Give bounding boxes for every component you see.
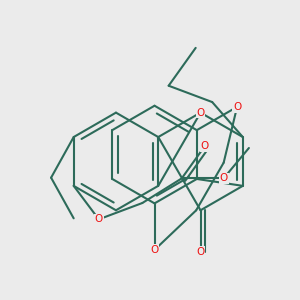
Text: O: O xyxy=(196,247,205,257)
Text: O: O xyxy=(196,108,205,118)
Text: O: O xyxy=(233,102,241,112)
Text: O: O xyxy=(201,141,209,151)
Text: O: O xyxy=(95,214,103,224)
Text: O: O xyxy=(220,173,228,183)
Text: O: O xyxy=(150,245,159,255)
